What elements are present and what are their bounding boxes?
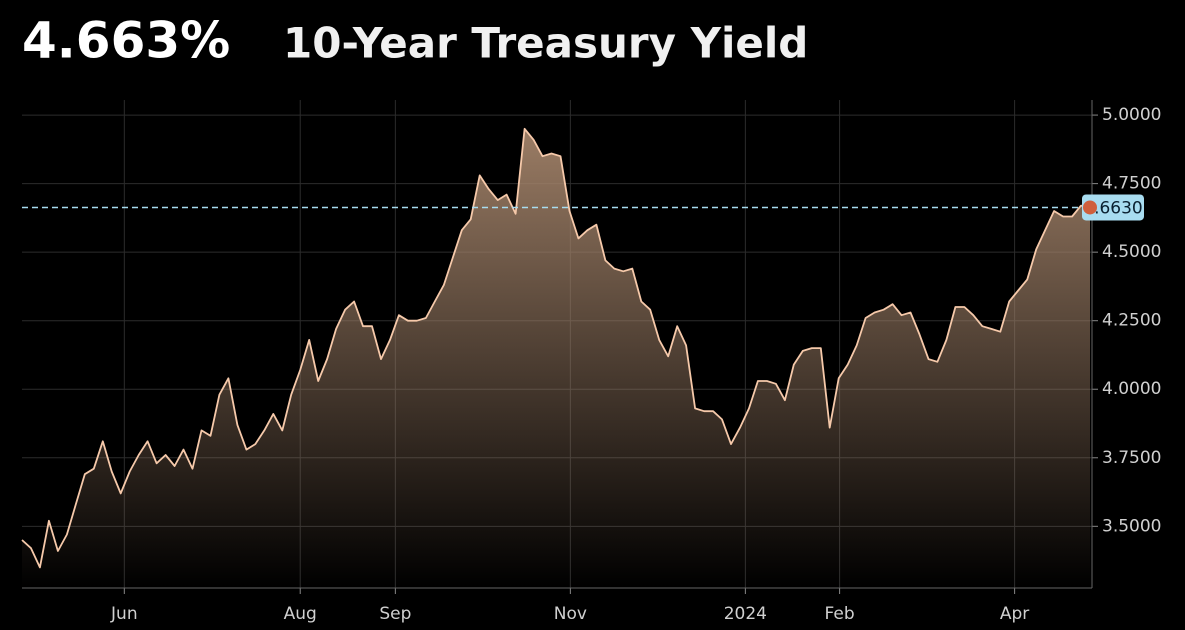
line (21, 127, 1091, 569)
x-tick-label: Jun (110, 604, 138, 624)
x-tick-label: 2024 (724, 604, 767, 624)
last-point (1083, 200, 1097, 215)
reference-label: 4.6630 (1083, 198, 1142, 218)
headline: 4.663% (22, 12, 230, 70)
y-tick-label: 5.0000 (1102, 105, 1161, 125)
area (22, 128, 1090, 589)
x-tick-label: Apr (1000, 604, 1029, 624)
x-tick-label: Nov (554, 604, 587, 624)
y-tick-label: 3.5000 (1102, 516, 1161, 536)
x-tick-label: Aug (284, 604, 317, 624)
y-tick-label: 4.5000 (1102, 242, 1161, 262)
y-tick-label: 4.7500 (1102, 174, 1161, 194)
reference-label-box (1082, 194, 1144, 221)
y-tick-label: 4.0000 (1102, 379, 1161, 399)
x-tick-label: Sep (379, 604, 411, 624)
x-tick-label: Feb (825, 604, 855, 624)
y-tick-label: 4.2500 (1102, 311, 1161, 331)
chart-title: 10-Year Treasury Yield (283, 19, 808, 68)
y-tick-label: 3.7500 (1102, 448, 1161, 468)
